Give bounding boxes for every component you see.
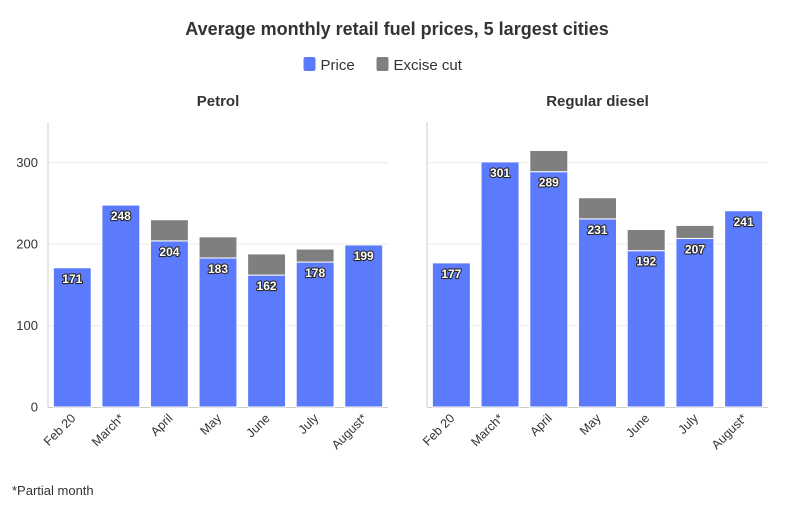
bar-price-0-2 <box>149 240 189 408</box>
x-tick-label-1-0: Feb 20 <box>420 411 457 448</box>
bar-price-1-2 <box>529 171 569 408</box>
panel-0: Petrol 0 100 200 300 171 Feb 20 248 March* 204 Apr… <box>16 93 388 452</box>
x-tick-label-1-3: May <box>577 411 604 438</box>
footnote: *Partial month <box>12 483 94 498</box>
panel-title-0: Petrol <box>197 93 240 110</box>
legend: Price Excise cut <box>303 57 463 74</box>
x-tick-label-0-6: August* <box>329 411 370 452</box>
bar-excise-1-5 <box>675 224 715 239</box>
y-tick-label: 200 <box>16 237 38 252</box>
bar-price-0-0 <box>52 267 92 408</box>
panel-1: Regular diesel 177 Feb 20 301 March* 289 April… <box>420 93 768 452</box>
bar-excise-1-2 <box>529 150 569 173</box>
data-label-0-3: 183 <box>208 262 228 276</box>
x-tick-label-1-1: March* <box>468 411 506 449</box>
data-label-1-2: 289 <box>539 176 559 190</box>
y-tick-label: 0 <box>31 400 38 415</box>
bar-excise-1-3 <box>578 197 617 220</box>
data-label-0-0: 171 <box>62 272 82 286</box>
bar-excise-0-4 <box>247 253 287 276</box>
x-tick-label-0-0: Feb 20 <box>41 411 78 448</box>
bar-price-0-1 <box>101 204 141 408</box>
bar-price-0-6 <box>344 244 384 408</box>
data-label-1-4: 192 <box>636 255 656 269</box>
x-tick-label-1-5: July <box>675 411 701 437</box>
x-tick-label-1-4: June <box>623 411 652 440</box>
x-tick-label-0-3: May <box>198 411 225 438</box>
bar-price-0-3 <box>198 257 238 408</box>
bar-price-1-1 <box>480 161 520 408</box>
bar-excise-0-3 <box>198 236 238 259</box>
bar-excise-1-4 <box>626 228 666 252</box>
bar-excise-0-2 <box>149 219 189 242</box>
x-tick-label-0-1: March* <box>89 411 127 449</box>
data-label-1-1: 301 <box>490 166 510 180</box>
legend-label-1: Excise cut <box>394 57 463 74</box>
bar-price-1-5 <box>675 237 715 408</box>
x-tick-label-0-4: June <box>244 411 273 440</box>
bar-price-0-4 <box>247 274 287 408</box>
x-tick-label-0-5: July <box>296 411 322 437</box>
legend-label-0: Price <box>321 57 355 74</box>
data-label-1-0: 177 <box>441 267 461 281</box>
y-tick-label: 100 <box>16 318 38 333</box>
bar-price-1-6 <box>724 210 764 408</box>
data-label-0-2: 204 <box>159 245 179 259</box>
chart-panels: Petrol 0 100 200 300 171 Feb 20 248 March* 204 Apr… <box>16 93 768 452</box>
x-tick-label-1-6: August* <box>709 411 750 452</box>
chart-title: Average monthly retail fuel prices, 5 la… <box>185 19 609 39</box>
legend-swatch-0 <box>303 57 316 71</box>
bar-price-1-3 <box>578 218 617 408</box>
data-label-0-1: 248 <box>111 209 131 223</box>
bar-price-0-5 <box>295 261 335 408</box>
x-tick-label-0-2: April <box>148 411 176 439</box>
y-tick-label: 300 <box>16 155 38 170</box>
data-label-0-4: 162 <box>257 279 277 293</box>
data-label-1-3: 231 <box>587 223 607 237</box>
x-tick-label-1-2: April <box>527 411 555 439</box>
data-label-1-6: 241 <box>734 215 754 229</box>
bar-price-1-0 <box>431 262 471 408</box>
data-label-1-5: 207 <box>685 242 705 256</box>
data-label-0-5: 178 <box>305 266 325 280</box>
bar-excise-0-5 <box>295 248 335 263</box>
legend-swatch-1 <box>376 57 389 71</box>
data-label-0-6: 199 <box>354 249 374 263</box>
bar-price-1-4 <box>626 250 666 408</box>
panel-title-1: Regular diesel <box>546 93 649 110</box>
